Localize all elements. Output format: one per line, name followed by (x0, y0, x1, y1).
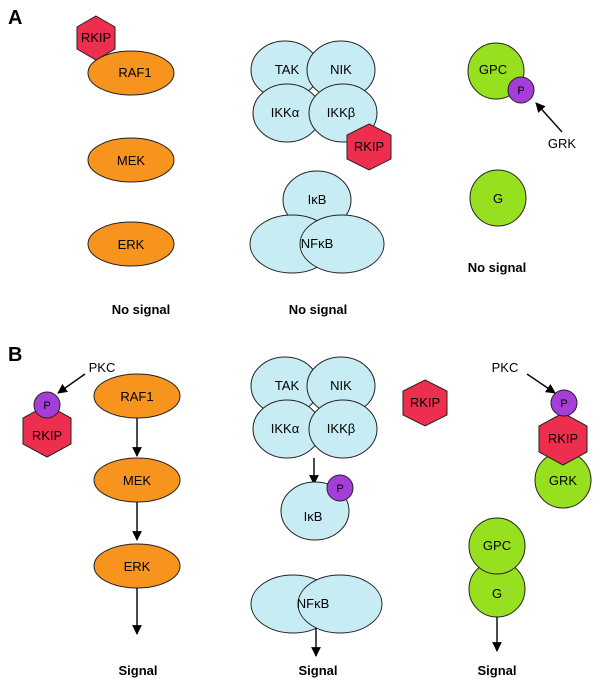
rkip-label-a2: RKIP (354, 139, 384, 154)
panel-a-label: A (8, 7, 22, 29)
rkip-label-a1: RKIP (81, 30, 111, 45)
panel-b-label: B (8, 344, 22, 366)
grk-label-a: GRK (548, 136, 577, 151)
no-signal-caption-2: No signal (289, 302, 348, 317)
phospho-node-b1 (33, 391, 61, 419)
tak-label-b: TAK (275, 378, 300, 393)
tak-label-a: TAK (275, 62, 300, 77)
signal-caption-1: Signal (118, 663, 157, 678)
rkip-hexagon-b3 (538, 412, 588, 466)
rkip-label-b1: RKIP (32, 428, 62, 443)
pkc-arrow-b1 (57, 373, 86, 394)
grk-arrow-a (535, 102, 563, 133)
rkip-hexagon-b2 (402, 379, 448, 427)
gpc-label-a: GPC (479, 62, 507, 77)
phospho-label-a: P (517, 85, 524, 97)
nik-label-b: NIK (330, 378, 352, 393)
rkip-hexagon-a2 (346, 123, 392, 171)
signal-caption-3: Signal (477, 663, 516, 678)
nik-label-a: NIK (330, 62, 352, 77)
grk-label-b: GRK (549, 473, 578, 488)
ikb-label-b: IκB (304, 509, 323, 524)
pkc-arrow-b2 (526, 373, 556, 394)
phospho-label-b1: P (43, 400, 50, 412)
mek-label-a: MEK (117, 153, 146, 168)
gpc-label-b: GPC (483, 538, 511, 553)
phospho-node-a (507, 76, 535, 104)
phospho-label-b3: P (560, 398, 567, 410)
ikkb-label-b: IKKβ (327, 421, 355, 436)
no-signal-caption-1: No signal (112, 302, 171, 317)
g-label-b: G (492, 586, 502, 601)
phospho-node-b2 (326, 474, 354, 502)
nfkb-label-a: NFκB (301, 236, 334, 251)
raf1-label-a: RAF1 (118, 65, 151, 80)
rkip-label-b3: RKIP (548, 431, 578, 446)
g-node-a (469, 169, 527, 227)
ikb-label-a: IκB (308, 192, 327, 207)
phospho-label-b2: P (336, 483, 343, 495)
nfkb-label-b: NFκB (297, 596, 330, 611)
ikka-label-b: IKKα (271, 421, 300, 436)
raf1-label-b: RAF1 (120, 389, 153, 404)
g-label-a: G (493, 191, 503, 206)
ikkb-node-a (308, 83, 378, 143)
nfkb-right-lobe-b (297, 574, 383, 634)
nfkb-right-lobe-a (299, 214, 385, 274)
pkc-label-b1: PKC (89, 360, 116, 375)
ikka-label-a: IKKα (271, 105, 300, 120)
ikkb-node-b (308, 399, 378, 459)
signal-caption-2: Signal (298, 663, 337, 678)
phospho-node-b3 (550, 389, 578, 417)
ikkb-label-a: IKKβ (327, 105, 355, 120)
erk-label-a: ERK (118, 237, 145, 252)
rkip-label-b2: RKIP (410, 395, 440, 410)
erk-label-b: ERK (124, 559, 151, 574)
pkc-label-b2: PKC (492, 360, 519, 375)
gpc-node-b (468, 517, 526, 575)
erk-node-a (87, 221, 175, 267)
raf1-node-a (87, 50, 175, 96)
rkip-hexagon-a1 (76, 15, 116, 61)
mek-node-a (87, 137, 175, 183)
rkip-hexagon-b1 (22, 404, 72, 458)
mek-label-b: MEK (123, 473, 152, 488)
no-signal-caption-3: No signal (468, 260, 527, 275)
